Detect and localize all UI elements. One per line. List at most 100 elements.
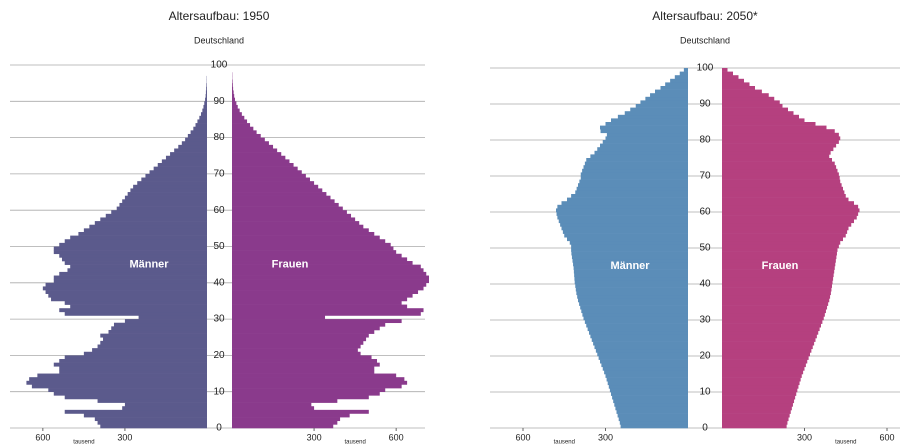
bar bbox=[48, 388, 207, 392]
bar bbox=[569, 240, 688, 245]
bar bbox=[611, 118, 688, 123]
bar bbox=[64, 239, 207, 244]
bar bbox=[232, 333, 369, 338]
bar bbox=[573, 266, 688, 270]
bar bbox=[232, 366, 375, 371]
bar bbox=[64, 311, 207, 316]
bar bbox=[645, 96, 688, 101]
bar bbox=[232, 377, 405, 382]
bar bbox=[576, 186, 688, 191]
bar bbox=[203, 104, 207, 109]
bar bbox=[562, 230, 688, 234]
bar bbox=[138, 315, 207, 320]
bar bbox=[97, 420, 207, 425]
bar bbox=[722, 356, 809, 360]
bar bbox=[53, 391, 208, 396]
bar bbox=[583, 165, 688, 170]
bar bbox=[157, 163, 207, 167]
bar bbox=[48, 293, 207, 298]
bar bbox=[26, 380, 207, 385]
bar bbox=[232, 380, 408, 385]
bar bbox=[722, 230, 848, 234]
bar bbox=[232, 228, 369, 233]
bar bbox=[124, 319, 207, 324]
bar bbox=[83, 228, 207, 233]
bar bbox=[577, 294, 688, 299]
bar bbox=[722, 125, 827, 130]
y-tick-label: 40 bbox=[699, 279, 711, 290]
bar bbox=[232, 79, 233, 84]
bar bbox=[232, 184, 319, 189]
bar bbox=[635, 104, 688, 108]
bar bbox=[232, 373, 397, 378]
bar bbox=[232, 271, 427, 276]
bar bbox=[578, 298, 688, 303]
bar bbox=[124, 195, 207, 200]
bar bbox=[232, 188, 323, 193]
bar bbox=[174, 148, 207, 153]
bar bbox=[722, 240, 841, 245]
bar bbox=[232, 213, 352, 218]
bar bbox=[722, 132, 839, 137]
x-tick-label: 600 bbox=[389, 432, 404, 442]
bar bbox=[232, 311, 421, 316]
bar bbox=[232, 322, 386, 327]
bar bbox=[601, 363, 688, 368]
bar bbox=[722, 352, 810, 357]
bar bbox=[617, 114, 688, 119]
bar bbox=[557, 204, 688, 209]
bar bbox=[571, 244, 688, 249]
bar bbox=[722, 122, 816, 126]
chart-subtitle: Deutschland bbox=[194, 35, 244, 45]
y-tick-label: 50 bbox=[213, 241, 225, 252]
bar bbox=[722, 334, 817, 339]
bar bbox=[611, 392, 688, 396]
bar bbox=[64, 300, 207, 305]
bar bbox=[615, 406, 688, 411]
bar bbox=[557, 215, 688, 220]
bar bbox=[67, 268, 207, 273]
bar bbox=[594, 150, 688, 155]
bar bbox=[195, 123, 207, 128]
bar bbox=[61, 257, 207, 262]
bar bbox=[100, 217, 207, 222]
bar bbox=[232, 119, 248, 124]
bar bbox=[59, 369, 207, 374]
bar bbox=[722, 172, 839, 177]
bar bbox=[45, 290, 207, 294]
bar bbox=[722, 104, 783, 108]
bar bbox=[232, 290, 419, 294]
bar bbox=[232, 242, 391, 247]
bar bbox=[232, 337, 367, 342]
bar bbox=[232, 398, 338, 403]
bar bbox=[232, 359, 378, 363]
bar bbox=[722, 183, 842, 188]
bar bbox=[722, 316, 824, 321]
bar bbox=[602, 366, 688, 371]
x-tick-label: 300 bbox=[307, 432, 322, 442]
bar bbox=[232, 261, 413, 265]
bar bbox=[133, 184, 207, 189]
bar bbox=[89, 224, 207, 229]
bar bbox=[232, 409, 369, 414]
bar bbox=[722, 204, 859, 209]
bar bbox=[586, 158, 688, 162]
bar bbox=[232, 126, 254, 131]
bar bbox=[232, 210, 347, 215]
y-tick-label: 70 bbox=[699, 171, 711, 182]
bar bbox=[232, 144, 274, 149]
bar bbox=[70, 235, 207, 240]
bar bbox=[722, 359, 808, 364]
bar bbox=[722, 226, 849, 231]
bar bbox=[571, 248, 688, 252]
bar bbox=[582, 168, 688, 173]
bar bbox=[153, 166, 207, 171]
bar bbox=[232, 166, 298, 171]
bar bbox=[170, 152, 207, 157]
bar bbox=[232, 391, 380, 396]
series-label: Männer bbox=[129, 259, 169, 271]
bar bbox=[161, 159, 207, 164]
bar bbox=[232, 90, 234, 95]
bar bbox=[679, 71, 688, 76]
bar bbox=[624, 111, 688, 116]
